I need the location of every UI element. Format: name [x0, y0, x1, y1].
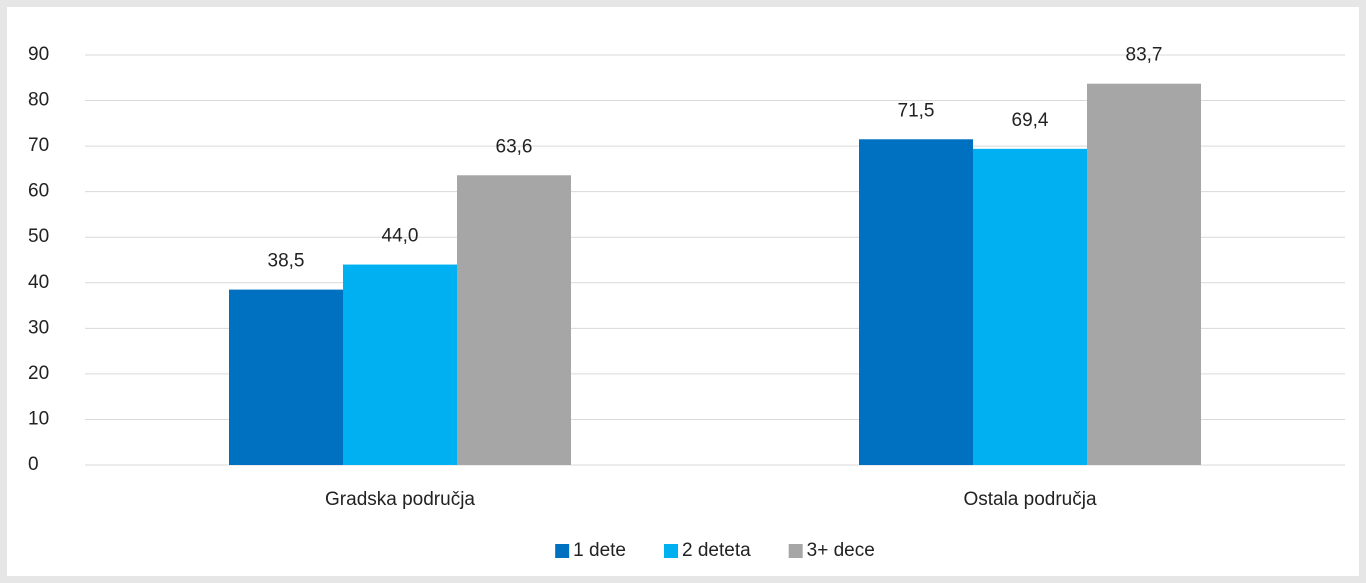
data-label: 63,6 — [496, 136, 533, 157]
bar — [229, 289, 343, 465]
legend-swatch — [555, 544, 570, 558]
x-tick-label: Gradska područja — [325, 489, 475, 510]
legend-label: 1 dete — [573, 540, 626, 561]
data-label: 44,0 — [382, 226, 419, 247]
bar — [343, 264, 457, 465]
bar — [1087, 83, 1201, 465]
legend-label: 3+ dece — [807, 540, 875, 561]
data-label: 38,5 — [268, 251, 305, 272]
y-tick-label: 20 — [28, 363, 49, 384]
legend-label: 2 deteta — [682, 540, 751, 561]
y-tick-label: 10 — [28, 408, 49, 429]
y-tick-label: 90 — [28, 44, 49, 65]
legend-swatch — [788, 544, 803, 558]
y-tick-label: 60 — [28, 181, 49, 202]
bar — [859, 139, 973, 465]
legend-swatch — [664, 544, 678, 558]
data-label: 83,7 — [1126, 45, 1163, 66]
y-tick-label: 0 — [28, 454, 39, 475]
x-tick-label: Ostala područja — [963, 489, 1097, 510]
y-tick-label: 70 — [28, 135, 49, 156]
bar — [973, 148, 1087, 465]
y-tick-label: 80 — [28, 90, 49, 111]
bar — [457, 175, 571, 465]
y-tick-label: 50 — [28, 226, 49, 247]
data-label: 69,4 — [1012, 110, 1049, 131]
y-tick-label: 30 — [28, 317, 49, 338]
y-tick-label: 40 — [28, 272, 49, 293]
data-label: 71,5 — [898, 100, 935, 121]
